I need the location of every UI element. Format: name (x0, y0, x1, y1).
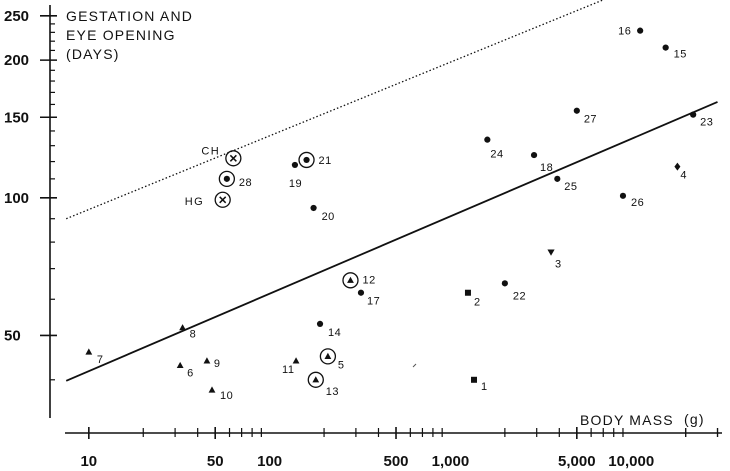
point-label-20: 20 (322, 211, 335, 223)
point-5 (324, 352, 332, 359)
axes: 50 100 150 200 250 10 50 100 500 1,000 5,000 10,000 (4, 5, 722, 470)
data-points (85, 27, 697, 393)
point-17 (357, 289, 365, 296)
point-14 (316, 320, 324, 327)
point-label-CH: CH (201, 145, 220, 157)
point-label-HG: HG (185, 196, 205, 208)
point-10 (208, 386, 216, 393)
x-axis-unit: (g) (684, 411, 705, 427)
point-label-7: 7 (97, 354, 104, 366)
point-18 (530, 151, 538, 159)
point-13 (312, 376, 320, 383)
point-label-21: 21 (319, 155, 332, 167)
point-ring-13 (307, 371, 324, 388)
y-tick-label: 150 (4, 109, 29, 126)
text-labels: GESTATION AND EYE OPENING (DAYS) BODY MASS (… (66, 8, 713, 428)
point-label-19: 19 (289, 178, 302, 190)
point-label-3: 3 (555, 258, 562, 270)
point-8 (179, 324, 186, 331)
point-25 (554, 175, 561, 182)
point-label-25: 25 (564, 181, 577, 193)
point-label-5: 5 (338, 359, 345, 371)
y-tick-label: 250 (4, 8, 29, 25)
y-tick-label: 200 (4, 52, 29, 69)
point-11 (292, 357, 300, 364)
point-label-18: 18 (540, 162, 553, 174)
x-tick-label: 500 (383, 453, 408, 470)
stray-mark (412, 363, 417, 368)
point-label-6: 6 (187, 367, 194, 379)
point-label-8: 8 (190, 329, 197, 341)
point-ring-CH (225, 150, 242, 167)
point-26 (619, 192, 627, 199)
x-tick-label: 5,000 (558, 453, 596, 470)
y-axis-title-line: EYE OPENING (66, 27, 176, 43)
point-1 (471, 376, 478, 383)
y-tick-label: 50 (4, 327, 21, 344)
x-tick-label: 50 (207, 453, 224, 470)
x-tick-label: 100 (257, 453, 282, 470)
point-label-13: 13 (326, 386, 339, 398)
point-4 (674, 162, 681, 171)
point-2 (464, 289, 471, 296)
point-label-10: 10 (220, 390, 233, 402)
point-ring-28 (218, 170, 236, 188)
point-label-2: 2 (474, 297, 481, 309)
point-label-23: 23 (700, 117, 713, 129)
point-20 (310, 204, 317, 212)
x-axis-title: BODY MASS (580, 412, 674, 428)
point-21 (303, 156, 310, 164)
point-22 (501, 280, 508, 287)
regression-line (65, 101, 718, 382)
point-9 (203, 357, 211, 364)
y-tick-label: 100 (4, 190, 29, 207)
point-6 (176, 361, 184, 369)
point-12 (347, 276, 354, 283)
y-axis-title-line: (DAYS) (66, 46, 120, 62)
x-tick-label: 10,000 (608, 453, 654, 470)
point-label-26: 26 (631, 197, 644, 209)
point-label-14: 14 (328, 327, 341, 339)
point-label-24: 24 (490, 149, 503, 161)
point-label-15: 15 (674, 49, 687, 61)
point-27 (573, 107, 580, 114)
point-label-27: 27 (584, 114, 597, 126)
point-label-28: 28 (239, 177, 252, 189)
point-label-1: 1 (481, 381, 488, 393)
y-axis-title-line: GESTATION AND (66, 8, 193, 24)
point-label-4: 4 (680, 170, 687, 182)
point-16 (637, 27, 644, 34)
point-ring-12 (342, 272, 359, 289)
point-label-12: 12 (362, 274, 375, 286)
point-ring-5 (319, 348, 337, 365)
point-label-9: 9 (214, 358, 221, 370)
point-15 (662, 44, 669, 51)
x-tick-label: 10 (80, 453, 97, 470)
point-19 (291, 161, 299, 169)
point-ring-HG (214, 191, 231, 208)
point-23 (690, 111, 697, 118)
point-3 (547, 249, 555, 256)
point-label-16: 16 (618, 26, 631, 38)
point-label-11: 11 (282, 364, 294, 376)
point-28 (223, 175, 230, 182)
fit-lines (65, 0, 718, 382)
point-label-22: 22 (513, 290, 526, 302)
point-CH (229, 154, 237, 162)
point-label-17: 17 (367, 296, 380, 308)
point-7 (85, 348, 93, 355)
point-ring-21 (298, 151, 315, 169)
x-tick-label: 1,000 (432, 453, 470, 470)
point-HG (219, 196, 227, 204)
point-24 (484, 136, 491, 143)
